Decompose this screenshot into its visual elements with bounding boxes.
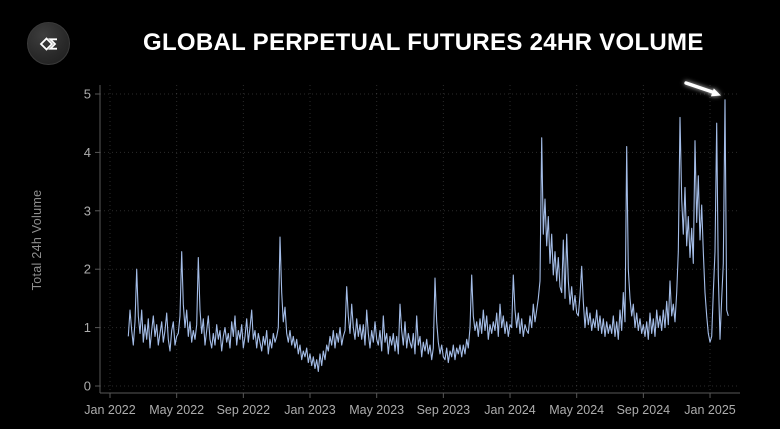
x-tick-label: May 2022 (149, 403, 204, 417)
x-tick-label: Sep 2024 (617, 403, 671, 417)
y-tick-label: 4 (84, 145, 91, 160)
x-tick-label: Jan 2023 (284, 403, 335, 417)
x-tick-label: Jan 2024 (484, 403, 535, 417)
page-title: GLOBAL PERPETUAL FUTURES 24HR VOLUME (143, 29, 704, 56)
y-tick-label: 5 (84, 87, 91, 102)
brand-logo (27, 22, 70, 65)
y-tick-label: 2 (84, 262, 91, 277)
volume-line-series (127, 99, 729, 372)
y-tick-label: 3 (84, 203, 91, 218)
highlight-arrow-icon (684, 81, 721, 97)
x-tick-label: Sep 2023 (417, 403, 471, 417)
plot-area[interactable] (100, 85, 740, 393)
x-tick-label: May 2023 (349, 403, 404, 417)
x-tick-label: Jan 2025 (684, 403, 735, 417)
y-tick-label: 1 (84, 320, 91, 335)
x-tick-label: May 2024 (549, 403, 604, 417)
x-tick-label: Sep 2022 (217, 403, 271, 417)
x-tick-label: Jan 2022 (84, 403, 135, 417)
diamond-sigma-icon (37, 32, 61, 56)
y-tick-label: 0 (84, 379, 91, 394)
